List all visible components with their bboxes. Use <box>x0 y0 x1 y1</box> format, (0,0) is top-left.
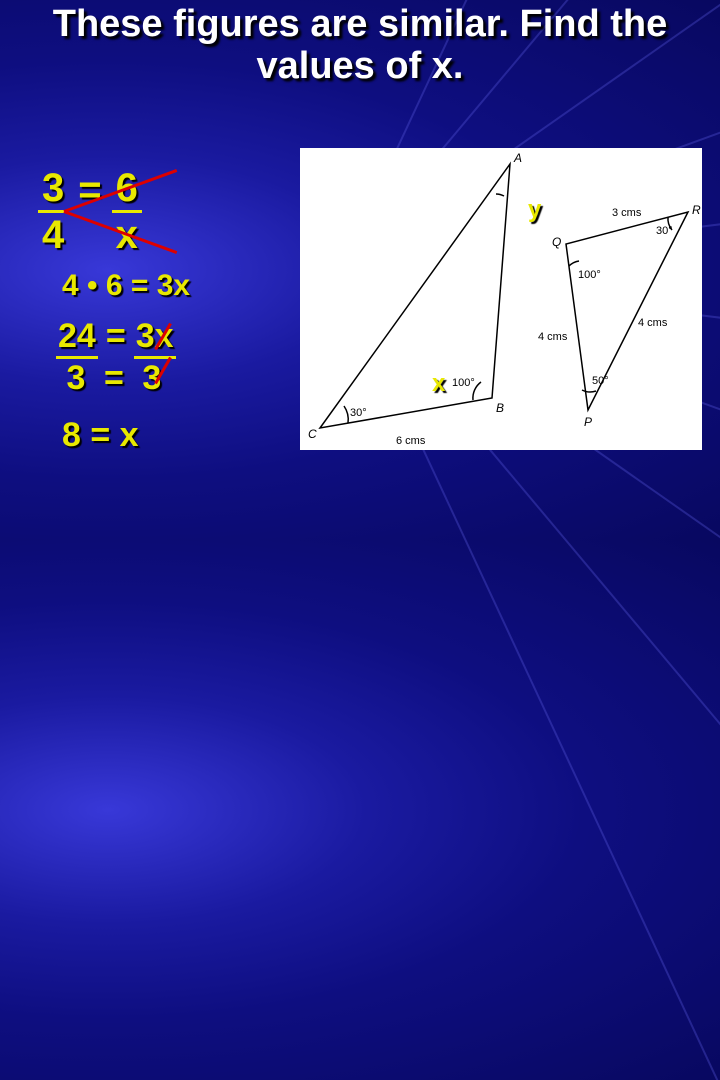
label-b: B <box>496 401 504 415</box>
triangle-abc <box>320 164 510 428</box>
side-pq-label: 4 cms <box>538 331 568 343</box>
triangle-pqr <box>566 212 688 410</box>
step2-eq2: = <box>104 359 124 398</box>
overlay-x: x <box>432 370 445 398</box>
side-cb-label: 6 cms <box>396 435 426 447</box>
label-r: R <box>692 203 701 217</box>
step-divide: 24 = 3x 3 = 3 <box>56 317 190 398</box>
angle-q-arc <box>569 261 579 266</box>
proportion-row: 3 4 = 6 x <box>38 168 190 255</box>
label-c: C <box>308 427 317 441</box>
slide-title: These figures are similar. Find the valu… <box>0 4 720 88</box>
equals-sign: = <box>78 168 101 213</box>
fraction-left-num: 3 <box>38 168 68 213</box>
angle-r-label: 30° <box>656 225 673 237</box>
side-qr-label: 3 cms <box>612 207 642 219</box>
label-a: A <box>513 151 522 165</box>
angle-p-arc <box>582 390 596 392</box>
overlay-y: y <box>528 196 541 224</box>
step2-eq: = <box>106 317 126 359</box>
step2-left-num: 24 <box>56 317 98 359</box>
fraction-right: 6 x <box>112 168 142 255</box>
angle-q-label: 100° <box>578 269 601 281</box>
step2-left-den: 3 <box>56 359 96 398</box>
fraction-left: 3 4 <box>38 168 68 255</box>
angle-a-arc <box>496 194 504 196</box>
fraction-left-den: 4 <box>42 213 64 255</box>
step-cross-multiply: 4 • 6 = 3x <box>62 269 190 303</box>
angle-b-label: 100° <box>452 377 475 389</box>
math-work-column: 3 4 = 6 x 4 • 6 = 3x 24 = 3x 3 = 3 8 = x <box>38 168 190 455</box>
angle-c-arc <box>344 406 348 423</box>
label-q: Q <box>552 235 561 249</box>
angle-c-label: 30° <box>350 407 367 419</box>
angle-p-label: 50° <box>592 375 609 387</box>
side-pr-label: 4 cms <box>638 317 668 329</box>
label-p: P <box>584 415 592 429</box>
similar-triangles-diagram: A B C P Q R 100° 30° 6 cms 100° 30° 50° … <box>300 148 702 450</box>
step-result: 8 = x <box>62 416 190 455</box>
fraction-right-den: x <box>116 213 138 255</box>
fraction-right-num: 6 <box>112 168 142 213</box>
